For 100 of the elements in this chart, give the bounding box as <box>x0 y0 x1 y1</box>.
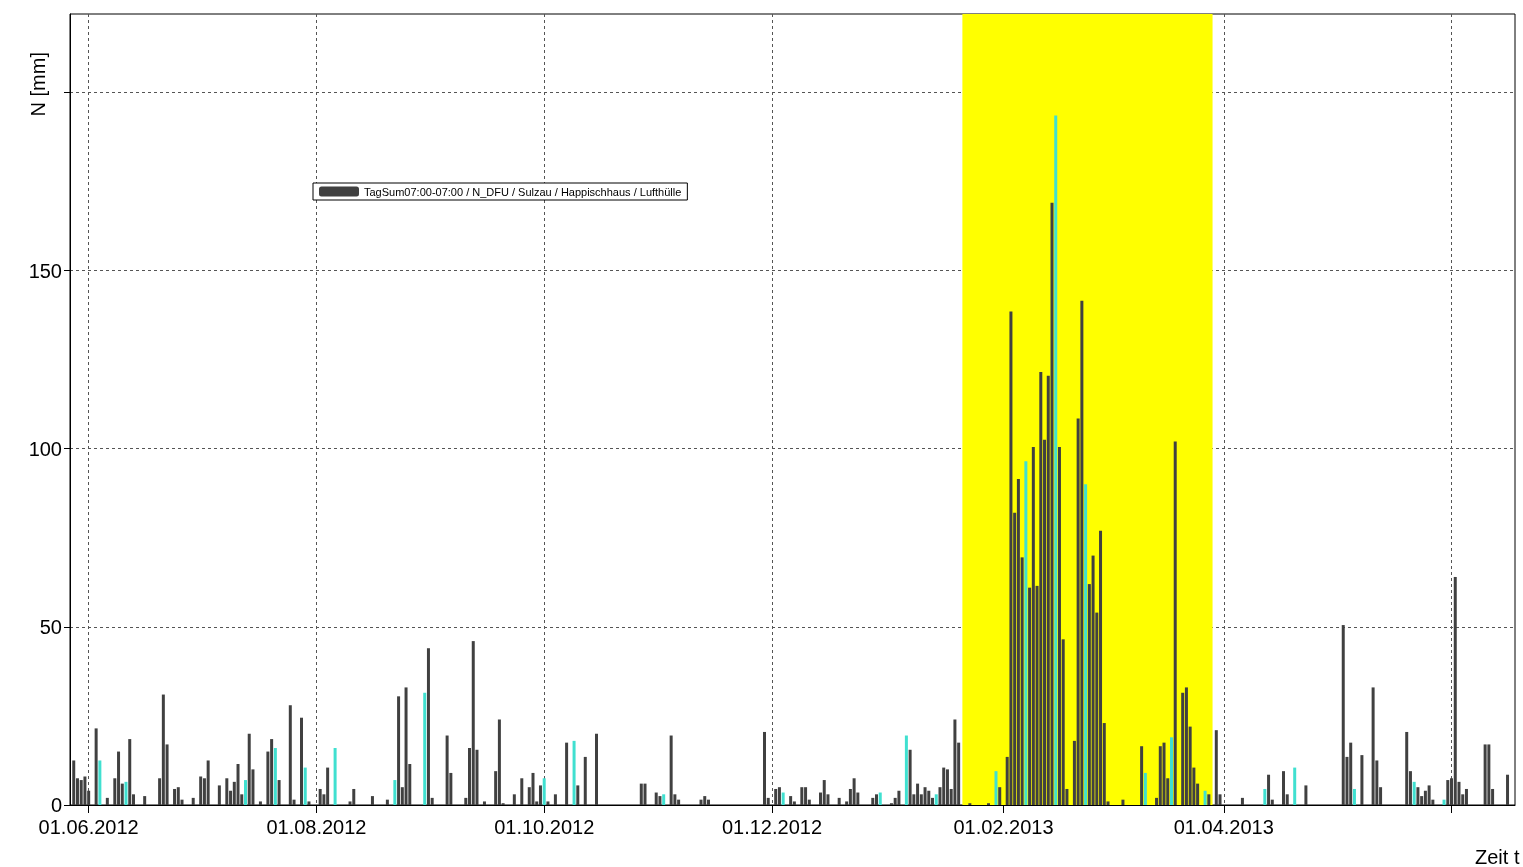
bar <box>1084 484 1088 805</box>
x-tick-label: 01.08.2012 <box>266 816 367 838</box>
bar <box>822 780 826 805</box>
bar <box>654 792 658 805</box>
bar <box>370 796 374 805</box>
bar <box>531 772 535 805</box>
bar <box>1162 742 1166 805</box>
bar <box>176 787 180 805</box>
y-axis-title: N [mm] <box>27 52 49 117</box>
y-tick-label: 50 <box>39 615 62 638</box>
x-tick-label: 01.02.2013 <box>953 816 1054 838</box>
bar <box>397 696 401 805</box>
bar <box>307 801 311 805</box>
bar <box>1054 115 1058 805</box>
bar <box>404 687 408 805</box>
y-tick-label: 150 <box>28 259 62 282</box>
bar <box>199 776 203 805</box>
bar <box>1158 746 1162 805</box>
bar <box>1304 785 1308 805</box>
x-tick-label: 01.10.2012 <box>494 816 595 838</box>
bar <box>206 760 210 805</box>
bar <box>333 747 337 805</box>
bar <box>763 731 766 805</box>
bar <box>1024 461 1028 805</box>
bar <box>1341 625 1345 805</box>
bar <box>128 739 132 805</box>
bar <box>1464 788 1468 805</box>
bar <box>512 794 516 805</box>
bar <box>1143 772 1147 805</box>
bar <box>1050 202 1054 805</box>
bar <box>781 792 785 805</box>
bar <box>1267 774 1271 805</box>
bar <box>1214 730 1218 805</box>
bar <box>1453 576 1457 805</box>
bar <box>277 780 281 805</box>
bar <box>1140 746 1144 805</box>
legend-label: TagSum07:00-07:00 / N_DFU / Sulzau / Happischhaus / Lufthülle <box>364 185 682 198</box>
bar <box>706 799 710 805</box>
bar <box>553 794 557 805</box>
bar <box>1293 767 1297 805</box>
bar <box>594 733 598 805</box>
bar <box>191 797 195 805</box>
bar <box>565 742 569 805</box>
bar <box>1203 790 1207 805</box>
bar <box>98 760 102 805</box>
bar <box>497 719 501 805</box>
bar <box>774 788 778 805</box>
bar <box>583 756 587 805</box>
bar <box>520 778 524 805</box>
bar <box>1173 441 1177 805</box>
bar <box>482 801 486 805</box>
bar <box>546 801 550 805</box>
bar <box>789 796 793 805</box>
bar <box>1121 799 1125 805</box>
bar <box>1446 780 1450 805</box>
bar <box>897 790 901 805</box>
bar <box>1009 311 1013 805</box>
bar <box>1427 785 1431 805</box>
bar <box>1371 687 1375 805</box>
bar <box>243 780 247 805</box>
bar <box>837 797 841 805</box>
bar <box>538 785 542 805</box>
y-tick-label: 100 <box>28 437 62 460</box>
bar <box>878 792 882 805</box>
bar <box>945 769 949 805</box>
bar <box>800 787 804 805</box>
bar <box>639 783 643 805</box>
bar <box>426 648 430 805</box>
bar <box>1487 744 1491 805</box>
bar <box>1360 755 1364 805</box>
bar <box>124 781 128 805</box>
bar <box>923 787 927 805</box>
bar <box>934 794 938 805</box>
bar <box>852 778 856 805</box>
bar <box>1349 742 1353 805</box>
bar <box>1184 687 1188 805</box>
bar <box>576 785 580 805</box>
bar <box>318 788 322 805</box>
y-tick-label: 0 <box>50 794 62 816</box>
bar <box>1057 446 1061 805</box>
x-tick-label: 01.06.2012 <box>38 816 139 838</box>
bar <box>908 749 912 805</box>
bar <box>942 767 946 805</box>
bar <box>542 778 546 805</box>
bar <box>303 767 307 805</box>
bar <box>1282 771 1285 805</box>
bar <box>998 787 1002 805</box>
bar <box>326 767 330 805</box>
bar <box>258 801 262 805</box>
bar <box>572 740 576 805</box>
bar <box>161 694 165 805</box>
bar <box>217 785 221 805</box>
bar <box>1240 797 1244 805</box>
bar <box>352 788 356 805</box>
bar <box>1099 530 1103 805</box>
x-tick-label: 01.04.2013 <box>1173 816 1274 838</box>
bar <box>703 796 707 805</box>
bar <box>1031 446 1035 805</box>
bar <box>1506 774 1510 805</box>
bar <box>143 796 147 805</box>
